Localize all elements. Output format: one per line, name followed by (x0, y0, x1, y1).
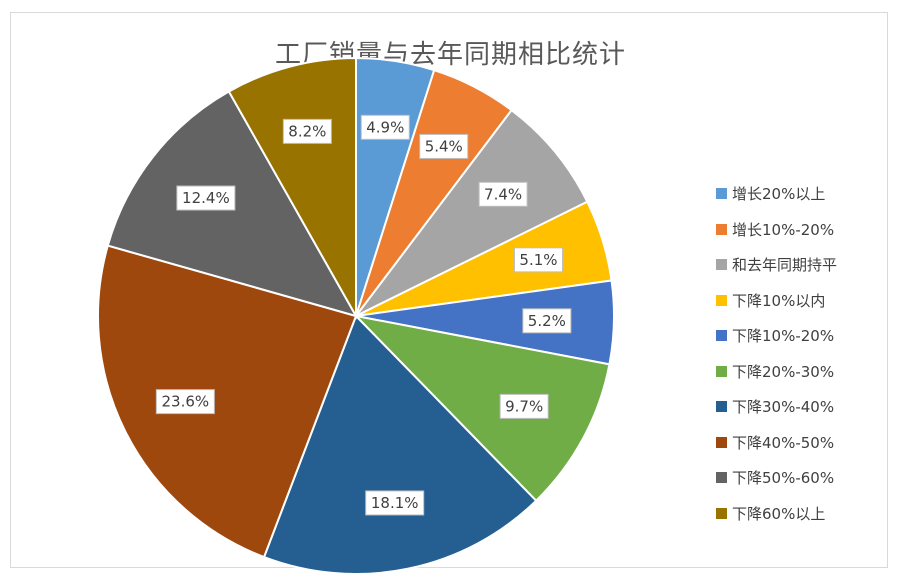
legend-swatch (716, 330, 727, 342)
data-label: 9.7% (505, 397, 543, 415)
data-label: 4.9% (366, 118, 404, 136)
legend-swatch (716, 472, 727, 484)
legend-label: 增长20%以上 (732, 185, 826, 204)
data-label: 5.2% (528, 312, 566, 330)
chart-legend: 增长20%以上 增长10%-20% 和去年同期持平 下降10%以内 下降10%-20% 下… (716, 176, 837, 531)
legend-swatch (716, 365, 727, 377)
legend-item: 下降10%-20% (716, 318, 837, 354)
legend-swatch (716, 223, 727, 235)
data-label-box (522, 308, 572, 334)
legend-label: 下降10%-20% (732, 327, 835, 346)
legend-swatch (716, 294, 727, 306)
data-label-box (365, 490, 425, 516)
legend-item: 下降60%以上 (716, 496, 837, 532)
legend-swatch (716, 401, 727, 413)
legend-label: 下降10%以内 (732, 291, 826, 310)
pie-slice (355, 108, 589, 317)
data-label: 7.4% (484, 185, 522, 203)
legend-swatch (716, 507, 727, 519)
data-label-box (419, 133, 469, 159)
legend-item: 下降30%-40% (716, 389, 837, 425)
data-label-box (282, 118, 332, 144)
data-label-box (155, 389, 215, 415)
legend-item: 和去年同期持平 (716, 247, 837, 283)
legend-swatch (716, 188, 727, 200)
data-label-box (360, 114, 410, 140)
data-label-box (478, 181, 528, 207)
legend-item: 增长20%以上 (716, 176, 837, 212)
legend-label: 增长10%-20% (732, 220, 835, 239)
legend-label: 和去年同期持平 (732, 256, 838, 275)
legend-swatch (716, 436, 727, 448)
data-label: 5.4% (425, 137, 463, 155)
legend-label: 下降60%以上 (732, 504, 826, 523)
data-label-box (176, 185, 236, 211)
legend-item: 下降50%-60% (716, 460, 837, 496)
data-label: 8.2% (288, 122, 326, 140)
data-label: 5.1% (519, 251, 557, 269)
data-label-box (513, 247, 563, 273)
legend-item: 下降10%以内 (716, 283, 837, 319)
legend-swatch (716, 259, 727, 271)
data-label: 12.4% (182, 189, 230, 207)
data-label: 18.1% (371, 494, 419, 512)
pie-slice (353, 314, 611, 503)
legend-label: 下降30%-40% (732, 398, 835, 417)
data-label: 23.6% (162, 393, 210, 411)
legend-label: 下降20%-30% (732, 362, 835, 381)
legend-item: 增长10%-20% (716, 212, 837, 248)
legend-item: 下降20%-30% (716, 354, 837, 390)
pie-slice (97, 244, 358, 559)
legend-label: 下降50%-60% (732, 469, 835, 488)
legend-item: 下降40%-50% (716, 425, 837, 461)
data-label-box (499, 393, 549, 419)
legend-label: 下降40%-50% (732, 433, 835, 452)
